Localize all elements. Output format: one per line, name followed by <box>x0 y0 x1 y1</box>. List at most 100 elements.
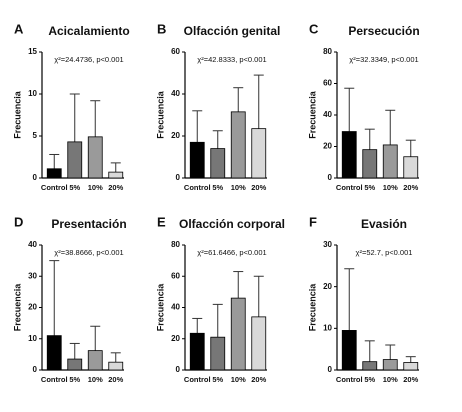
y-tick-label: 80 <box>171 240 180 249</box>
y-tick-label: 20 <box>28 303 37 312</box>
panel: C Persecución χ²=32.3349, p<0.001 Frecuenci… <box>307 21 419 192</box>
bar <box>341 131 357 179</box>
y-tick-label: 5 <box>33 131 38 140</box>
panel-letter: F <box>309 214 317 229</box>
y-tick-label: 40 <box>323 110 332 119</box>
bar <box>341 330 357 371</box>
bar <box>46 168 62 179</box>
bar <box>210 336 226 371</box>
x-tick-label: 5% <box>364 183 375 192</box>
y-tick-label: 20 <box>171 334 180 343</box>
annotation: χ²=52.7, p<0.001 <box>356 248 413 257</box>
x-tick-label: 20% <box>251 375 266 384</box>
bar <box>362 361 378 371</box>
panel-letter: B <box>157 21 166 36</box>
bar <box>382 359 398 371</box>
panel-title: Presentación <box>51 217 126 231</box>
x-tick-label: 20% <box>108 375 123 384</box>
y-tick-label: 40 <box>171 303 180 312</box>
annotation: χ²=61.6466, p<0.001 <box>197 248 266 257</box>
bar <box>108 171 124 179</box>
x-tick-label: 10% <box>88 375 103 384</box>
bar <box>251 316 267 371</box>
panel-title: Acicalamiento <box>48 24 129 38</box>
y-tick-label: 20 <box>171 131 180 140</box>
x-tick-label: 20% <box>403 375 418 384</box>
y-axis-label: Frecuencia <box>155 283 165 332</box>
x-tick-label: 5% <box>69 375 80 384</box>
y-tick-label: 80 <box>323 47 332 56</box>
panel-letter: E <box>157 214 166 229</box>
y-tick-label: 10 <box>323 323 332 332</box>
x-tick-label: Control <box>184 375 211 384</box>
x-tick-label: 20% <box>403 183 418 192</box>
y-axis-label: Frecuencia <box>12 283 22 332</box>
y-tick-label: 30 <box>28 271 37 280</box>
annotation: χ²=24.4736, p<0.001 <box>54 55 123 64</box>
y-tick-label: 0 <box>328 365 333 374</box>
bar <box>189 141 205 179</box>
y-tick-label: 15 <box>28 47 37 56</box>
bar <box>210 148 226 179</box>
panel: A Acicalamiento χ²=24.4736, p<0.001 Frecuen… <box>12 21 129 192</box>
x-tick-label: 5% <box>69 183 80 192</box>
y-tick-label: 40 <box>171 89 180 98</box>
bar <box>67 141 83 179</box>
x-tick-label: 5% <box>364 375 375 384</box>
y-tick-label: 10 <box>28 334 37 343</box>
x-tick-label: 5% <box>212 183 223 192</box>
x-tick-label: 10% <box>383 375 398 384</box>
panel: D Presentación χ²=38.8666, p<0.001 Frecuenc… <box>12 214 126 384</box>
y-tick-label: 0 <box>33 365 38 374</box>
panel: F Evasión χ²=52.7, p<0.001 Frecuencia 0 10 20 3… <box>307 214 419 384</box>
panel: E Olfacción corporal χ²=61.6466, p<0.001 Fr… <box>155 214 285 384</box>
bar <box>382 144 398 179</box>
y-tick-label: 10 <box>28 89 37 98</box>
bar <box>230 297 246 371</box>
bar <box>403 156 419 179</box>
y-tick-label: 60 <box>323 79 332 88</box>
x-tick-label: 20% <box>251 183 266 192</box>
panel-title: Persecución <box>348 24 419 38</box>
panel-letter: C <box>309 21 319 36</box>
annotation: χ²=32.3349, p<0.001 <box>349 55 418 64</box>
panel-letter: A <box>14 21 24 36</box>
x-tick-label: 10% <box>88 183 103 192</box>
panel-title: Olfacción genital <box>184 24 281 38</box>
y-axis-label: Frecuencia <box>155 90 165 139</box>
panel: B Olfacción genital χ²=42.8333, p<0.001 Fre… <box>155 21 280 192</box>
y-tick-label: 0 <box>176 173 181 182</box>
bar <box>230 111 246 179</box>
bar <box>251 128 267 179</box>
bar <box>67 358 83 371</box>
y-tick-label: 60 <box>171 271 180 280</box>
panel-title: Olfacción corporal <box>179 217 285 231</box>
y-axis-label: Frecuencia <box>307 283 317 332</box>
x-tick-label: 5% <box>212 375 223 384</box>
x-tick-label: Control <box>184 183 211 192</box>
y-tick-label: 20 <box>323 142 332 151</box>
x-tick-label: 10% <box>231 375 246 384</box>
y-axis-label: Frecuencia <box>307 90 317 139</box>
y-tick-label: 40 <box>28 240 37 249</box>
x-tick-label: Control <box>41 375 68 384</box>
x-tick-label: Control <box>336 375 363 384</box>
bar <box>362 149 378 179</box>
x-tick-label: 10% <box>231 183 246 192</box>
y-tick-label: 0 <box>328 173 333 182</box>
y-tick-label: 30 <box>323 240 332 249</box>
panel-letter: D <box>14 214 23 229</box>
x-tick-label: 10% <box>383 183 398 192</box>
bar <box>87 136 103 179</box>
y-tick-label: 0 <box>176 365 181 374</box>
x-tick-label: Control <box>41 183 68 192</box>
bar <box>46 335 62 371</box>
bar <box>87 350 103 371</box>
bar <box>403 362 419 371</box>
panel-title: Evasión <box>361 217 407 231</box>
bar <box>189 332 205 371</box>
y-tick-label: 20 <box>323 282 332 291</box>
x-tick-label: 20% <box>108 183 123 192</box>
annotation: χ²=42.8333, p<0.001 <box>197 55 266 64</box>
